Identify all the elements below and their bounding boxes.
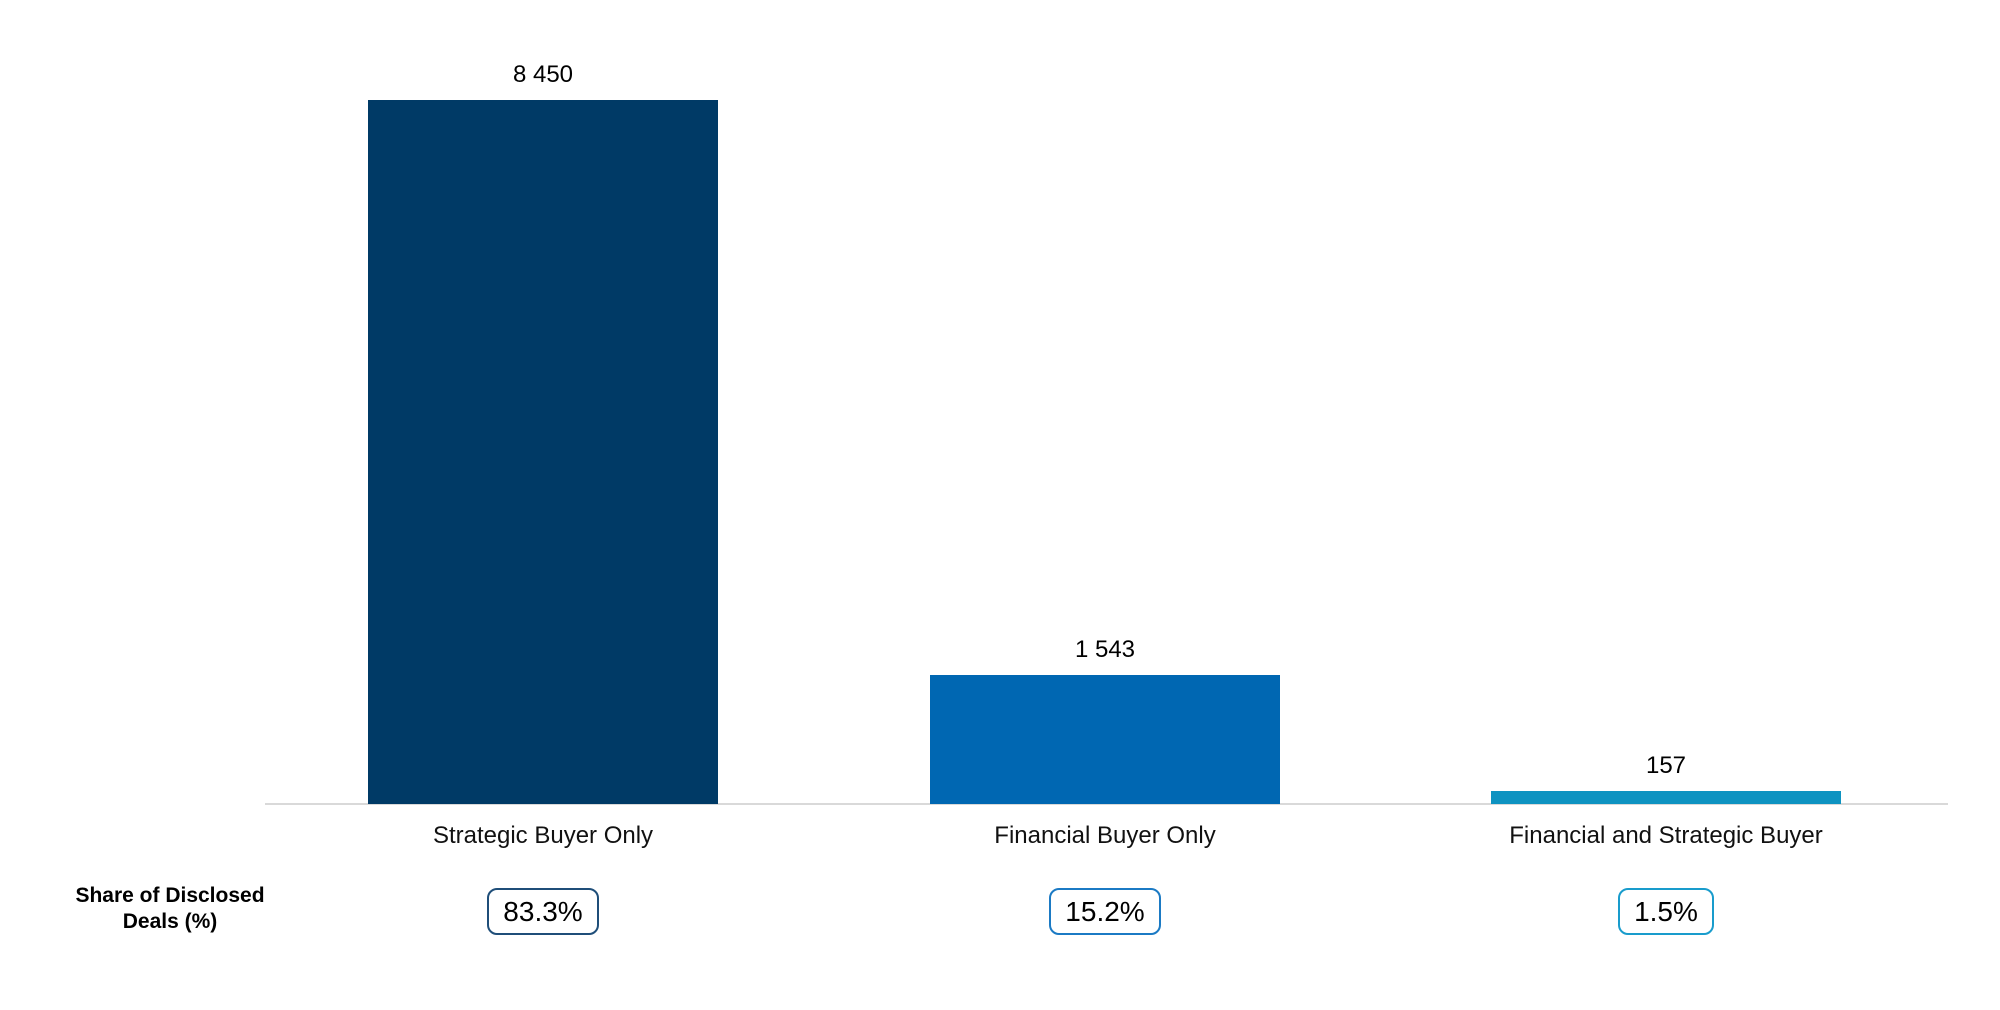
share-row-label-line2: Deals (%) [122,909,218,933]
bar-financial-buyer-only [930,675,1280,804]
share-badge-wrap: 15.2% [930,888,1280,935]
category-label: Strategic Buyer Only [432,822,654,849]
bar-financial-and-strategic-buyer [1491,791,1841,804]
share-badge-wrap: 83.3% [368,888,718,935]
bar-value-label: 8 450 [512,61,574,88]
bar-strategic-buyer-only [368,100,718,804]
share-badge: 15.2% [1049,888,1161,935]
chart-column-strategic-buyer-only: 8 450 Strategic Buyer Only 83.3% [368,0,718,1010]
x-axis-baseline [265,803,1948,805]
share-badge: 1.5% [1618,888,1714,935]
share-row-label: Share of Disclosed Deals (%) [55,883,285,934]
category-label: Financial Buyer Only [994,822,1216,849]
bar-stack: 8 450 [368,61,718,804]
chart-column-financial-buyer-only: 1 543 Financial Buyer Only 15.2% [930,0,1280,1010]
share-badge-wrap: 1.5% [1491,888,1841,935]
bar-value-label: 1 543 [1074,636,1136,663]
share-row-label-line1: Share of Disclosed [75,884,265,907]
bar-stack: 1 543 [930,636,1280,804]
category-label: Financial and Strategic Buyer [1509,822,1823,849]
chart-column-financial-and-strategic-buyer: 157 Financial and Strategic Buyer 1.5% [1491,0,1841,1010]
share-badge: 83.3% [487,888,599,935]
bar-value-label: 157 [1645,752,1687,779]
bar-stack: 157 [1491,752,1841,804]
